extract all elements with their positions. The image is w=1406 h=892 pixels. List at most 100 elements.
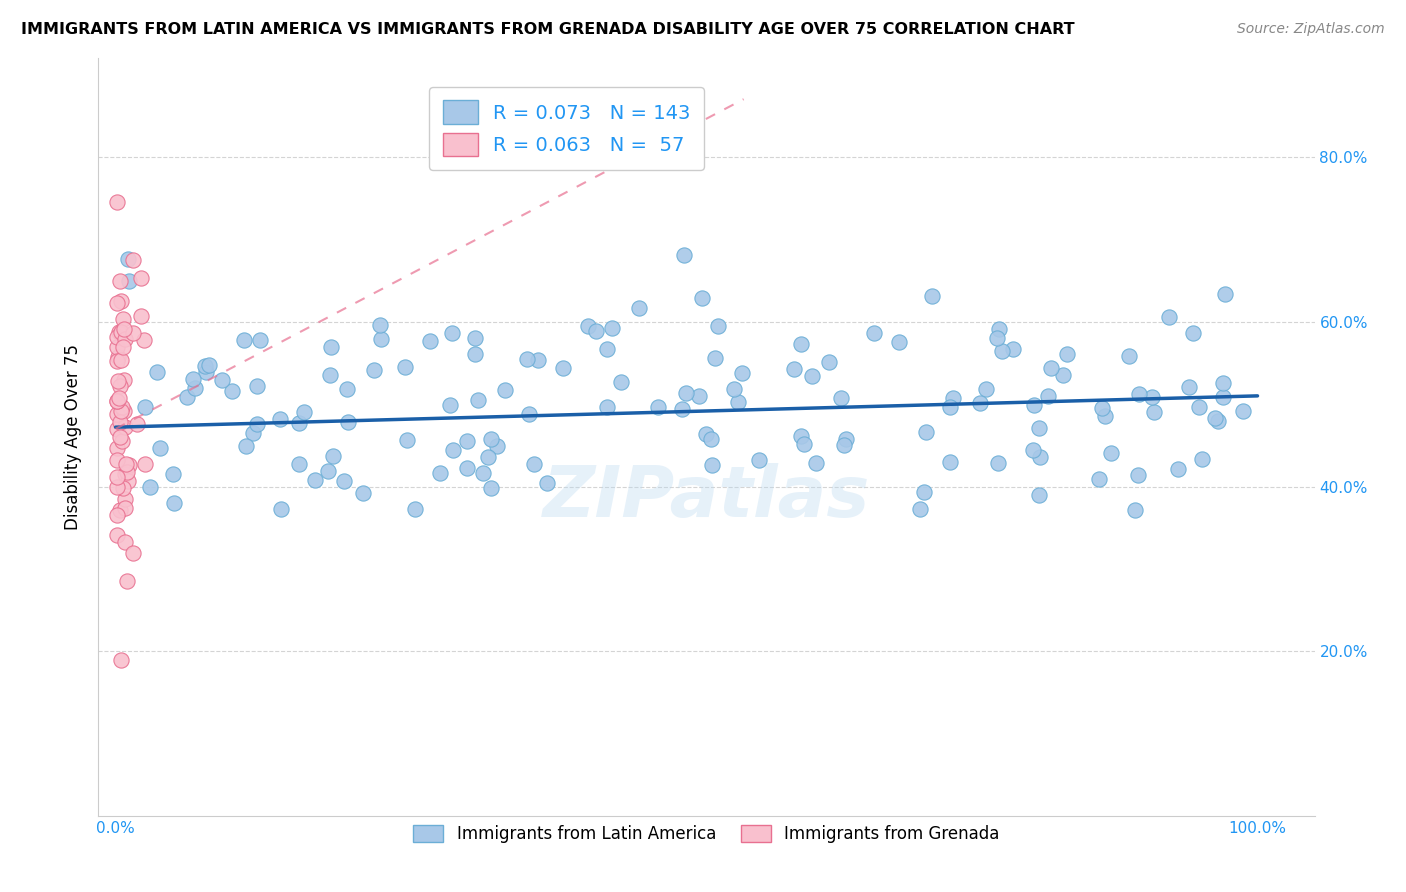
Point: [115, 574, 138, 588]
Point: [318, 368, 340, 382]
Point: [1208, 414, 1230, 428]
Point: [464, 331, 486, 345]
Point: [748, 453, 770, 467]
Point: [352, 485, 374, 500]
Point: [134, 400, 156, 414]
Point: [163, 496, 186, 510]
Point: [105, 453, 128, 467]
Point: [969, 396, 991, 410]
Point: [834, 438, 856, 452]
Point: [704, 351, 727, 365]
Point: [486, 439, 509, 453]
Point: [790, 429, 813, 443]
Point: [287, 417, 309, 431]
Point: [526, 352, 548, 367]
Point: [114, 419, 136, 434]
Point: [942, 392, 965, 406]
Point: [921, 289, 943, 303]
Point: [249, 334, 271, 348]
Point: [117, 474, 139, 488]
Point: [914, 425, 936, 439]
Point: [134, 457, 156, 471]
Point: [800, 368, 823, 383]
Point: [477, 450, 499, 464]
Point: [1022, 443, 1045, 458]
Point: [105, 354, 128, 368]
Point: [1024, 398, 1046, 412]
Point: [1088, 472, 1111, 486]
Point: [184, 381, 207, 395]
Point: [107, 374, 129, 388]
Point: [783, 362, 806, 376]
Point: [1167, 462, 1189, 476]
Point: [723, 382, 745, 396]
Point: [115, 465, 138, 479]
Point: [146, 365, 169, 379]
Point: [727, 395, 749, 409]
Point: [110, 403, 132, 417]
Point: [1157, 310, 1180, 324]
Point: [108, 274, 131, 288]
Point: [908, 501, 931, 516]
Point: [1191, 451, 1213, 466]
Point: [105, 527, 128, 541]
Point: [105, 422, 128, 436]
Point: [471, 467, 494, 481]
Point: [441, 442, 464, 457]
Point: [112, 373, 135, 387]
Point: [1212, 376, 1234, 390]
Point: [211, 373, 233, 387]
Point: [404, 502, 426, 516]
Point: [108, 429, 131, 443]
Point: [105, 508, 128, 522]
Point: [108, 379, 131, 393]
Point: [294, 405, 316, 419]
Point: [1101, 446, 1123, 460]
Point: [818, 355, 841, 369]
Point: [789, 337, 811, 351]
Point: [600, 320, 623, 334]
Point: [110, 326, 132, 340]
Point: [675, 385, 697, 400]
Point: [1039, 360, 1062, 375]
Point: [105, 393, 128, 408]
Point: [110, 352, 132, 367]
Point: [1028, 488, 1050, 502]
Point: [122, 326, 145, 340]
Point: [700, 432, 723, 446]
Point: [793, 437, 815, 451]
Point: [863, 326, 886, 341]
Point: [1125, 503, 1147, 517]
Point: [938, 400, 960, 414]
Point: [439, 398, 461, 412]
Point: [987, 321, 1010, 335]
Point: [628, 301, 651, 316]
Point: [912, 485, 935, 500]
Point: [1126, 467, 1149, 482]
Point: [479, 432, 502, 446]
Point: [1215, 287, 1237, 301]
Point: [108, 503, 131, 517]
Point: [112, 322, 135, 336]
Point: [494, 384, 516, 398]
Point: [834, 433, 856, 447]
Point: [270, 501, 292, 516]
Point: [479, 481, 502, 495]
Point: [321, 340, 343, 354]
Point: [595, 400, 617, 414]
Point: [131, 270, 153, 285]
Point: [194, 365, 217, 379]
Point: [974, 383, 997, 397]
Point: [197, 358, 219, 372]
Point: [396, 433, 419, 447]
Point: [1118, 349, 1140, 363]
Point: [551, 361, 574, 376]
Point: [394, 359, 416, 374]
Point: [246, 417, 269, 431]
Point: [287, 458, 309, 472]
Point: [194, 359, 217, 373]
Point: [336, 382, 359, 396]
Point: [105, 393, 128, 408]
Point: [516, 351, 538, 366]
Point: [429, 466, 451, 480]
